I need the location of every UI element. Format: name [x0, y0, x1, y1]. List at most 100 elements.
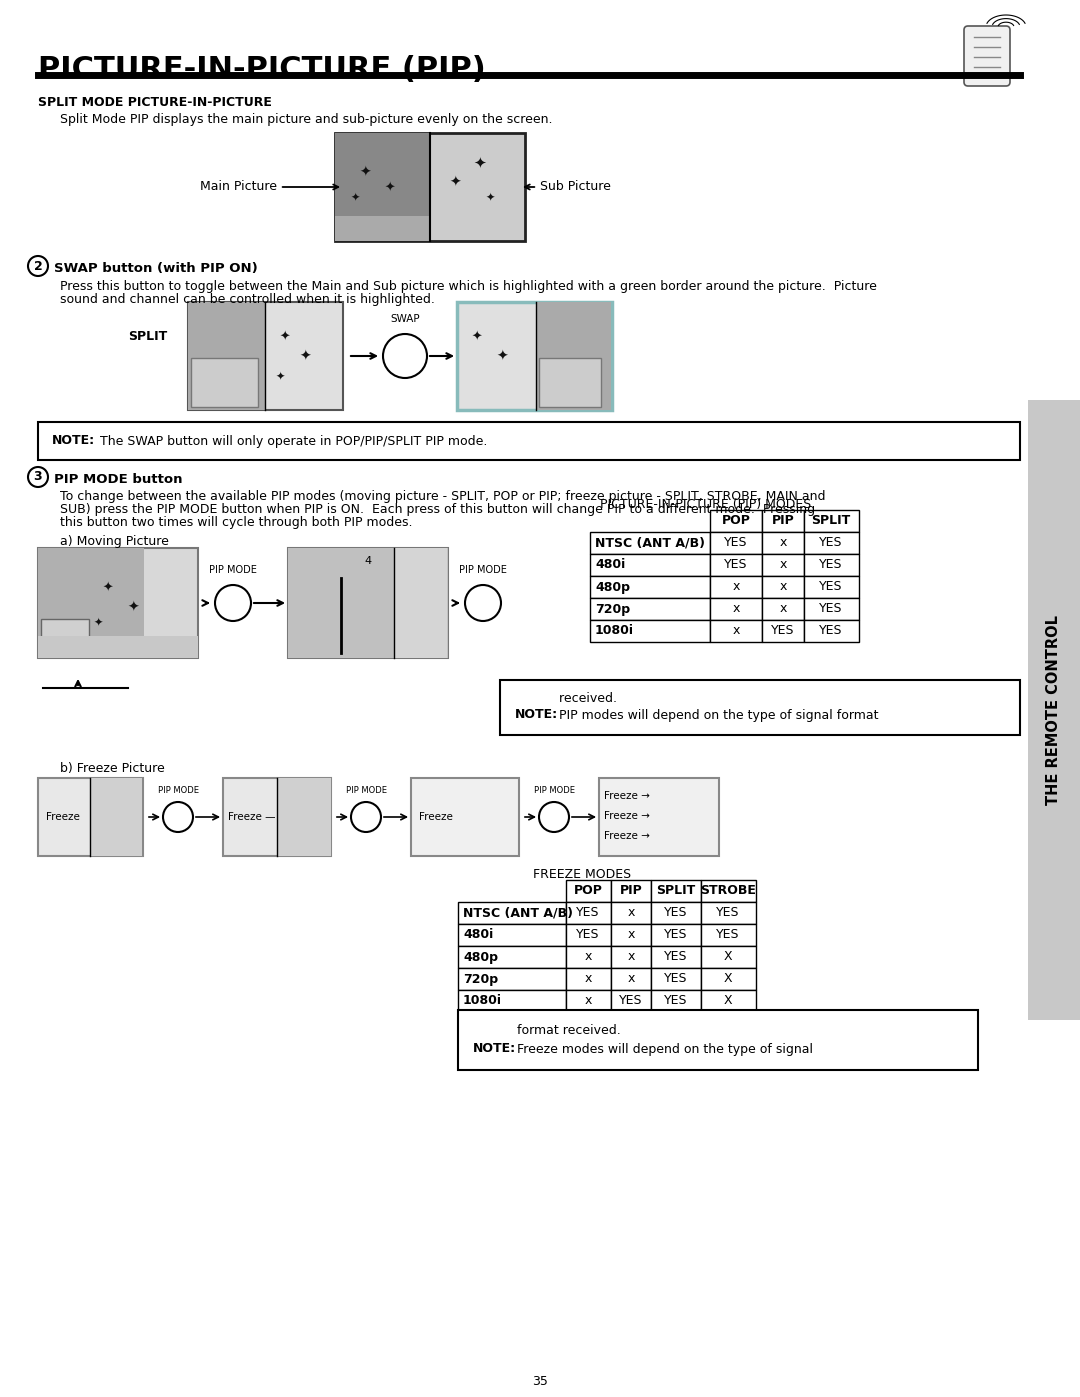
Text: YES: YES	[664, 950, 688, 964]
Text: x: x	[584, 950, 592, 964]
Bar	[651, 990, 701, 1011]
Text: YES: YES	[716, 929, 740, 942]
Text: a) Moving Picture: a) Moving Picture	[60, 535, 168, 548]
Bar	[701, 990, 756, 1011]
Text: YES: YES	[664, 995, 688, 1007]
Text: 1080i: 1080i	[595, 624, 634, 637]
Text: PIP MODE: PIP MODE	[210, 564, 257, 576]
Text: YES: YES	[664, 929, 688, 942]
Text: ✦: ✦	[449, 176, 461, 190]
Bar	[611, 880, 651, 902]
Bar	[566, 946, 611, 968]
Text: PICTURE-IN-PICTURE (PIP): PICTURE-IN-PICTURE (PIP)	[38, 54, 486, 84]
Text: sound and channel can be controlled when it is highlighted.: sound and channel can be controlled when…	[60, 293, 435, 306]
Text: PIP: PIP	[620, 884, 643, 897]
Bar	[335, 217, 430, 242]
Text: ✦: ✦	[485, 193, 495, 203]
Bar	[651, 880, 701, 902]
Bar	[611, 902, 651, 923]
Text: THE REMOTE CONTROL: THE REMOTE CONTROL	[1047, 615, 1062, 805]
Text: Split Mode PIP displays the main picture and sub-picture evenly on the screen.: Split Mode PIP displays the main picture…	[60, 113, 553, 126]
Text: ✦: ✦	[103, 581, 113, 595]
Text: POP: POP	[721, 514, 751, 528]
Bar	[458, 923, 566, 946]
Bar	[611, 990, 651, 1011]
Bar	[222, 778, 330, 856]
Text: YES: YES	[664, 972, 688, 985]
Text: SPLIT: SPLIT	[811, 514, 851, 528]
Bar	[590, 555, 710, 576]
Bar	[804, 620, 859, 643]
Text: 480i: 480i	[463, 929, 494, 942]
Bar	[762, 510, 804, 532]
Text: x: x	[780, 559, 786, 571]
Bar	[288, 548, 448, 658]
Bar	[611, 923, 651, 946]
Text: 480p: 480p	[595, 581, 630, 594]
Text: Freeze →: Freeze →	[604, 812, 650, 821]
Bar	[710, 598, 762, 620]
Bar	[762, 555, 804, 576]
Text: Sub Picture: Sub Picture	[525, 180, 611, 194]
Text: format received.: format received.	[473, 1024, 621, 1038]
Text: ✦: ✦	[474, 155, 486, 170]
Text: NOTE:: NOTE:	[52, 434, 95, 447]
Bar	[611, 946, 651, 968]
Text: NOTE:: NOTE:	[515, 708, 558, 721]
Bar	[458, 1010, 978, 1070]
Text: x: x	[627, 907, 635, 919]
Text: FREEZE MODES: FREEZE MODES	[534, 868, 631, 882]
Bar	[566, 923, 611, 946]
Bar	[276, 778, 330, 856]
Text: Freeze: Freeze	[46, 812, 80, 821]
Text: x: x	[627, 950, 635, 964]
Bar	[539, 358, 600, 407]
Bar	[762, 598, 804, 620]
Bar	[38, 636, 198, 658]
Text: 720p: 720p	[463, 972, 498, 985]
Text: x: x	[627, 972, 635, 985]
Text: To change between the available PIP modes (moving picture - SPLIT, POP or PIP; f: To change between the available PIP mode…	[60, 490, 825, 503]
Bar	[41, 619, 89, 655]
Text: Freeze →: Freeze →	[604, 831, 650, 841]
Text: YES: YES	[716, 907, 740, 919]
Bar	[762, 532, 804, 555]
Text: ✦: ✦	[299, 351, 311, 365]
Bar	[188, 302, 265, 409]
Bar	[762, 576, 804, 598]
Text: x: x	[732, 624, 740, 637]
Text: PIP MODE: PIP MODE	[346, 787, 387, 795]
Bar	[566, 880, 611, 902]
Bar	[458, 990, 566, 1011]
Bar	[590, 598, 710, 620]
Text: SUB) press the PIP MODE button when PIP is ON.  Each press of this button will c: SUB) press the PIP MODE button when PIP …	[60, 503, 815, 515]
Text: b) Freeze Picture: b) Freeze Picture	[60, 761, 165, 775]
Bar	[710, 555, 762, 576]
Text: ✦: ✦	[127, 601, 139, 615]
Text: ✦: ✦	[280, 331, 291, 344]
Bar	[804, 555, 859, 576]
Text: ✦: ✦	[275, 372, 285, 381]
Text: ✦: ✦	[384, 182, 395, 194]
Bar	[701, 968, 756, 990]
Text: PICTURE-IN-PICTURE (PIP) MODES: PICTURE-IN-PICTURE (PIP) MODES	[600, 497, 811, 511]
Text: this button two times will cycle through both PIP modes.: this button two times will cycle through…	[60, 515, 413, 529]
Bar	[458, 968, 566, 990]
Text: YES: YES	[820, 624, 842, 637]
Text: 35: 35	[532, 1375, 548, 1389]
Text: x: x	[584, 995, 592, 1007]
Text: PIP MODE: PIP MODE	[158, 787, 199, 795]
Text: Freeze →: Freeze →	[604, 791, 650, 800]
Text: YES: YES	[820, 559, 842, 571]
Text: 720p: 720p	[595, 602, 630, 616]
Text: ✦: ✦	[360, 166, 370, 180]
Text: PIP MODE: PIP MODE	[534, 787, 575, 795]
Bar	[710, 510, 762, 532]
Bar	[458, 946, 566, 968]
Bar	[335, 133, 430, 242]
Text: 3: 3	[33, 471, 42, 483]
Bar	[651, 968, 701, 990]
Bar	[710, 532, 762, 555]
Text: 480p: 480p	[463, 950, 498, 964]
Text: x: x	[584, 972, 592, 985]
